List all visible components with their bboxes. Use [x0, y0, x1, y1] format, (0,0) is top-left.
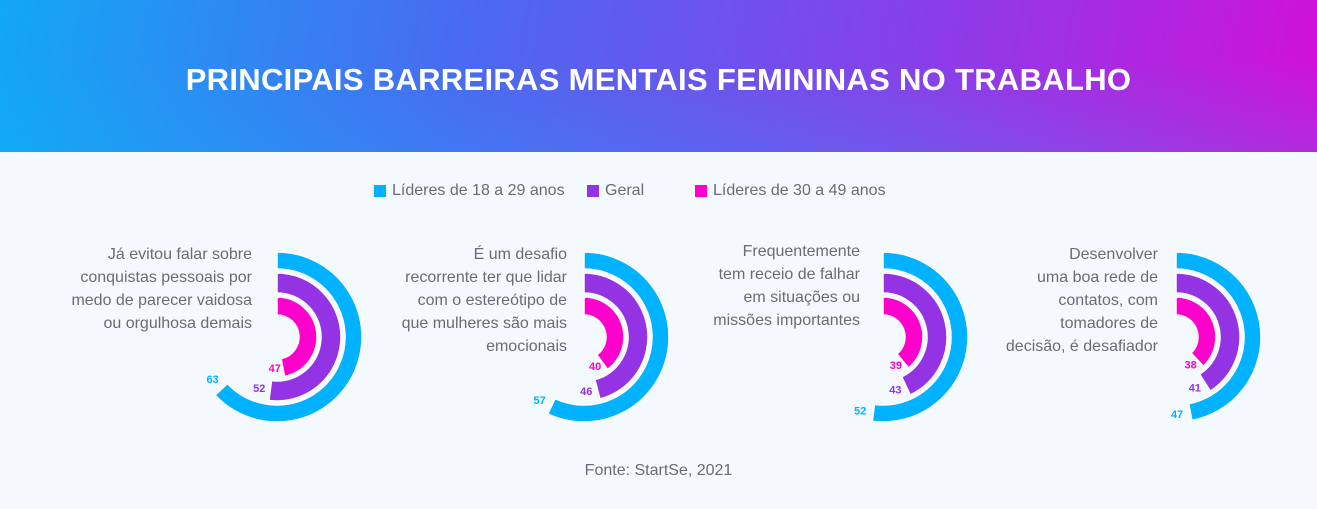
data-label: 63	[206, 374, 218, 386]
legend-label: Líderes de 18 a 29 anos	[392, 182, 565, 199]
category-label-line: uma boa rede de	[1037, 269, 1158, 286]
data-label: 47	[269, 363, 281, 375]
radial-bar	[871, 251, 969, 423]
category-label-line: que mulheres são mais	[401, 315, 567, 332]
legend-item-30-49: Líderes de 30 a 49 anos	[695, 182, 886, 200]
legend-swatch	[587, 185, 599, 197]
data-label: 57	[533, 395, 545, 407]
category-label-line: com o estereótipo de	[417, 292, 567, 309]
legend: Líderes de 18 a 29 anos Geral Líderes de…	[0, 182, 1317, 204]
category-label: É um desafio recorrente ter que lidar com …	[347, 243, 567, 358]
category-label-line: ou orgulhosa demais	[103, 315, 252, 332]
category-label-line: decisão, é desafiador	[1005, 338, 1158, 355]
category-label-line: É um desafio	[473, 246, 567, 263]
data-label: 43	[889, 385, 901, 397]
category-label: Já evitou falar sobre conquistas pessoais…	[32, 243, 252, 335]
radial-bar	[1175, 272, 1241, 393]
data-label: 47	[1171, 409, 1183, 421]
data-label: 52	[253, 383, 265, 395]
header-banner	[0, 0, 1317, 152]
radial-bar	[276, 296, 318, 378]
legend-swatch	[374, 185, 386, 197]
data-label: 39	[890, 360, 902, 372]
category-label-line: Frequentemente	[742, 243, 860, 260]
radial-bar	[583, 272, 649, 400]
radial-bar	[213, 251, 363, 423]
category-label-line: medo de parecer vaidosa	[71, 292, 252, 309]
radial-bar	[1175, 251, 1262, 422]
radial-bar	[583, 296, 625, 371]
legend-item-18-29: Líderes de 18 a 29 anos	[374, 182, 565, 200]
radial-bar	[882, 272, 948, 396]
category-label-line: tomadores de	[1060, 315, 1158, 332]
category-label-line: recorrente ter que lidar	[405, 269, 567, 286]
category-label-line: conquistas pessoais por	[80, 269, 252, 286]
source-note: Fonte: StartSe, 2021	[584, 462, 733, 479]
category-label-line: Já evitou falar sobre	[107, 246, 252, 263]
chart-title: PRINCIPAIS BARREIRAS MENTAIS FEMININAS N…	[185, 62, 1132, 97]
category-label-line: Desenvolver	[1069, 246, 1158, 263]
data-label: 40	[589, 361, 601, 373]
category-label-line: tem receio de falhar	[718, 266, 860, 283]
data-label: 52	[854, 406, 866, 418]
category-label-line: em situações ou	[743, 289, 860, 306]
radial-bar	[1175, 296, 1217, 368]
data-label: 46	[580, 386, 592, 398]
legend-label: Líderes de 30 a 49 anos	[713, 182, 886, 199]
category-label-line: contatos, com	[1058, 292, 1158, 309]
radial-bar	[546, 251, 670, 423]
category-label: Frequentemente tem receio de falhar em sit…	[640, 240, 860, 332]
data-label: 41	[1189, 383, 1201, 395]
category-label-line: emocionais	[486, 338, 567, 355]
legend-label: Geral	[605, 182, 645, 199]
category-label: Desenvolver uma boa rede de contatos, com t…	[938, 243, 1158, 358]
legend-swatch	[695, 185, 707, 197]
category-label-line: missões importantes	[713, 312, 860, 329]
legend-item-geral: Geral	[587, 182, 644, 200]
radial-bar	[268, 272, 342, 402]
radial-bar	[882, 296, 924, 369]
data-label: 38	[1185, 359, 1197, 371]
